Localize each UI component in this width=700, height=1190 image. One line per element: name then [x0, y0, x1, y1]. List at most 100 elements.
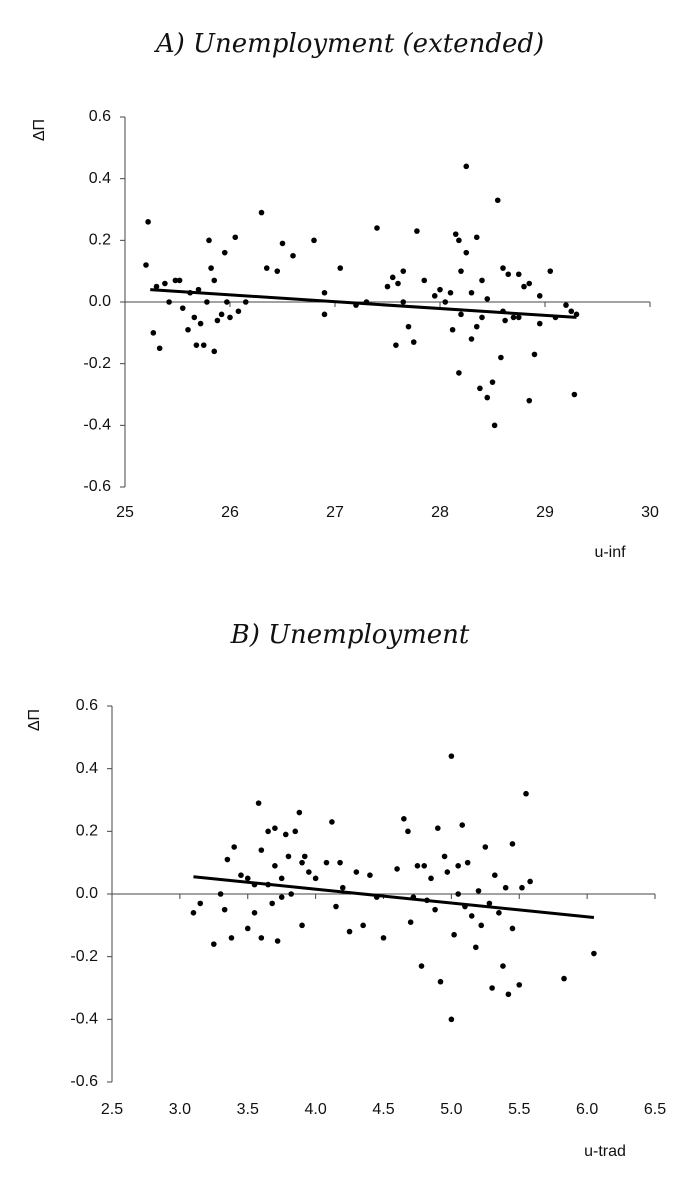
point	[321, 289, 328, 296]
point	[516, 982, 523, 988]
point	[455, 891, 461, 897]
point	[290, 252, 296, 259]
point	[395, 280, 401, 287]
point	[498, 354, 504, 361]
point	[166, 299, 172, 305]
x-tick-label: 29	[536, 504, 554, 521]
point	[414, 863, 421, 869]
point	[568, 308, 575, 315]
trend-line	[150, 288, 577, 319]
point	[505, 991, 512, 998]
point	[384, 283, 391, 290]
point	[292, 828, 299, 835]
point	[536, 293, 543, 299]
point	[547, 268, 554, 274]
point	[437, 978, 444, 985]
point	[156, 345, 163, 352]
point	[452, 231, 459, 237]
x-tick-label: 4.0	[305, 1101, 327, 1118]
point	[258, 935, 265, 941]
point	[421, 863, 428, 869]
point	[468, 336, 475, 342]
point	[278, 894, 285, 900]
point	[464, 859, 471, 866]
point	[255, 800, 262, 806]
point	[421, 277, 428, 284]
x-tick-label: 27	[326, 504, 344, 521]
point	[393, 342, 399, 348]
point	[214, 317, 221, 324]
point	[353, 869, 360, 875]
point	[591, 950, 597, 957]
point	[190, 910, 197, 916]
point	[526, 397, 533, 404]
point	[339, 884, 346, 891]
point	[337, 859, 343, 866]
point	[274, 268, 281, 274]
point	[502, 317, 508, 324]
point	[367, 872, 373, 878]
point	[437, 286, 443, 293]
point	[272, 863, 278, 869]
point	[224, 856, 231, 863]
x-tick-label: 6.5	[644, 1101, 666, 1118]
point	[531, 351, 538, 358]
point	[410, 339, 417, 345]
point	[484, 394, 491, 401]
point	[278, 875, 285, 882]
point	[407, 919, 414, 925]
y-tick-label: -0.2	[70, 948, 98, 965]
point	[258, 847, 265, 853]
point	[475, 888, 482, 894]
x-tick-label: 26	[221, 504, 239, 521]
point	[258, 209, 265, 216]
point	[473, 234, 480, 241]
point	[143, 262, 149, 268]
point	[468, 289, 475, 296]
chart-title: B) Unemployment	[230, 620, 470, 650]
point	[197, 320, 204, 327]
point	[360, 922, 366, 929]
point	[299, 859, 305, 866]
point	[502, 884, 509, 891]
point	[195, 286, 202, 293]
point	[492, 872, 498, 878]
x-tick-label: 5.0	[440, 1101, 462, 1118]
point	[217, 891, 224, 897]
point	[521, 283, 527, 290]
point	[484, 296, 491, 302]
point	[432, 906, 438, 913]
point	[242, 299, 249, 305]
point	[515, 271, 522, 278]
point	[500, 963, 506, 969]
y-tick-label: 0.0	[89, 293, 111, 310]
point	[456, 370, 462, 376]
point	[435, 825, 441, 831]
point	[301, 853, 308, 860]
point	[211, 941, 217, 947]
point	[414, 228, 420, 234]
point	[489, 379, 496, 385]
point	[172, 277, 179, 284]
y-tick-label: -0.6	[83, 478, 111, 495]
y-tick-label: 0.2	[89, 232, 111, 249]
point	[463, 249, 470, 256]
point	[176, 277, 183, 284]
y-tick-label: -0.4	[83, 417, 111, 434]
point	[473, 323, 480, 330]
point	[458, 268, 464, 274]
point	[573, 311, 580, 318]
y-tick-label: 0.4	[76, 760, 98, 777]
x-tick-label: 3.5	[237, 1101, 259, 1118]
point	[510, 314, 517, 321]
point	[299, 922, 305, 929]
point	[285, 853, 292, 860]
point	[346, 928, 353, 935]
point	[374, 225, 380, 231]
point	[211, 277, 218, 284]
point	[431, 293, 438, 299]
point	[478, 922, 485, 929]
point	[251, 910, 258, 916]
point	[405, 323, 412, 330]
